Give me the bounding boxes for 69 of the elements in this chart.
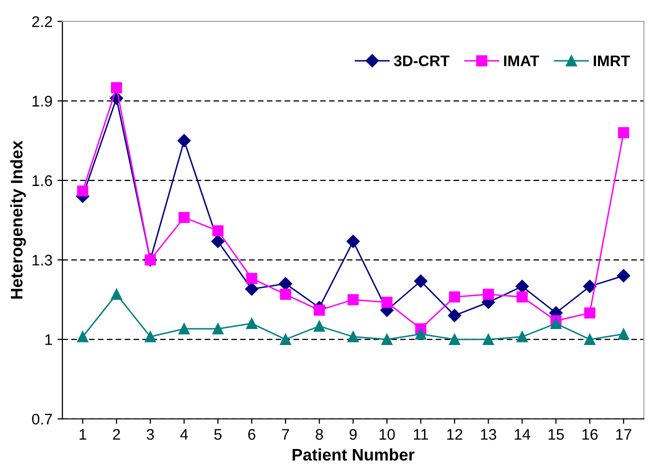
point	[482, 288, 494, 300]
x-tick-label: 14	[514, 429, 530, 440]
point	[616, 269, 630, 282]
point	[448, 291, 460, 303]
point	[314, 320, 325, 332]
legend-label: IMAT	[504, 56, 540, 66]
x-tick-label: 9	[350, 429, 357, 440]
x-tick-label: 17	[616, 429, 632, 440]
point	[246, 318, 258, 330]
point	[415, 328, 426, 340]
x-tick-label: 16	[582, 429, 598, 440]
point	[110, 288, 122, 300]
x-tick-label: 5	[214, 429, 222, 440]
point	[212, 225, 224, 236]
point	[516, 331, 528, 342]
legend-label: IMRT	[594, 56, 630, 66]
point	[348, 331, 359, 342]
point	[178, 323, 190, 334]
point	[110, 82, 122, 94]
point	[482, 334, 494, 345]
x-tick-label: 4	[180, 429, 188, 440]
x-tick-label: 15	[548, 429, 564, 440]
x-tick-label: 12	[447, 429, 462, 440]
point	[381, 296, 392, 308]
point	[448, 308, 462, 322]
x-tick-label: 6	[248, 429, 256, 440]
point	[77, 185, 88, 197]
point	[516, 291, 528, 303]
x-tick-label: 10	[380, 429, 395, 440]
point	[348, 294, 359, 306]
x-tick-label: 11	[414, 429, 428, 440]
x-tick-label: 1	[80, 429, 86, 440]
point	[178, 212, 190, 224]
point	[245, 282, 258, 296]
point	[144, 331, 156, 342]
point	[618, 127, 630, 138]
y-tick-label: 1.3	[32, 254, 52, 266]
point	[550, 318, 562, 330]
x-tick-label: 3	[146, 429, 154, 440]
point	[278, 277, 292, 290]
point	[211, 234, 225, 248]
point	[280, 288, 292, 300]
y-tick-label: 1.6	[32, 175, 52, 186]
point	[212, 323, 224, 334]
x-axis-title: Patient Number	[292, 448, 414, 461]
point	[77, 331, 88, 342]
y-tick-label: 1.9	[32, 96, 52, 107]
x-tick-label: 7	[282, 429, 290, 440]
point	[314, 304, 325, 316]
point	[516, 280, 529, 293]
point	[280, 334, 292, 345]
y-tick-label: 1	[45, 334, 52, 345]
point	[178, 134, 191, 148]
point	[584, 307, 596, 318]
x-tick-label: 2	[113, 429, 120, 440]
point	[381, 334, 392, 345]
point	[448, 334, 460, 345]
point	[618, 328, 630, 340]
y-tick-label: 0.7	[32, 414, 52, 425]
x-tick-label: 8	[316, 429, 323, 440]
point	[584, 334, 596, 345]
point	[583, 280, 596, 293]
legend-label: 3D-CRT	[394, 55, 450, 66]
point	[414, 274, 428, 288]
point	[246, 272, 258, 284]
x-tick-label: 13	[481, 429, 496, 440]
y-axis-title: Heterogeneity Index	[10, 140, 26, 299]
y-tick-label: 2.2	[32, 16, 52, 27]
point	[346, 234, 360, 248]
